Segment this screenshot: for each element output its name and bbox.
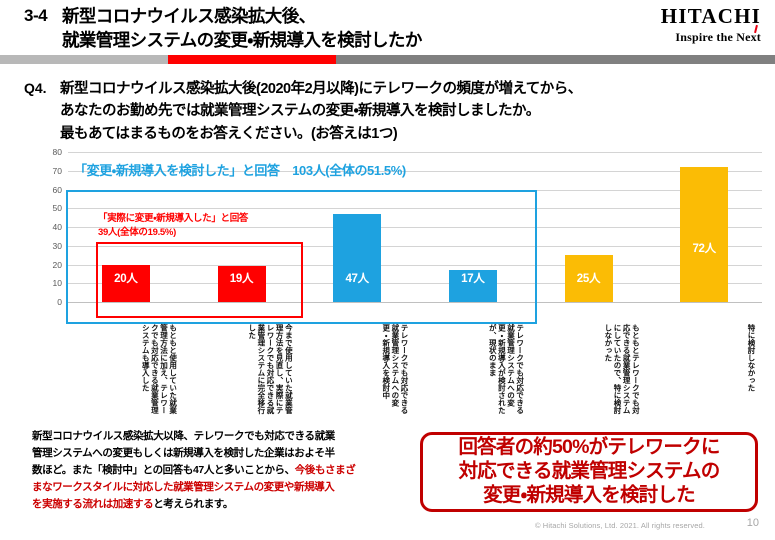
slide-header: 3-4 新型コロナウイルス感染拡大後、 就業管理システムの変更・新規導入を検討し… (0, 0, 775, 52)
chart-y-tick-label: 60 (52, 184, 62, 195)
chart-y-tick-label: 20 (52, 259, 62, 270)
brand-name: HITACHI (660, 4, 761, 28)
actually-changed-annotation: 「実際に変更・新規導入した」と回答 39人(全体の19.5%) (98, 212, 248, 241)
chart-y-tick-label: 50 (52, 203, 62, 214)
summary-line-5-highlight: を実施する流れは加速する (32, 498, 154, 510)
page-title-line-1: 新型コロナウイルス感染拡大後、 (62, 6, 316, 26)
chart-gridline (68, 208, 762, 210)
summary-line-1: 新型コロナウイルス感染拡大以降、テレワークでも対応できる就業 (32, 430, 335, 442)
divider-segment-light (0, 55, 168, 64)
chart-gridline (68, 227, 762, 228)
chart-bar: 47人 (333, 213, 382, 302)
chart-bar: 20人 (101, 264, 150, 302)
brand-logo: HITACHI Inspire the Next (661, 6, 761, 45)
question-block: Q4. 新型コロナウイルス感染拡大後(2020年2月以降)にテレワークの頻度が増… (24, 78, 754, 145)
chart-gridline (68, 170, 762, 172)
conclusion-line-3: 変更・新規導入を検討した (483, 483, 695, 506)
footer-page-number: 10 (746, 517, 759, 529)
chart-y-tick-label: 10 (52, 278, 62, 289)
conclusion-line-2: 対応できる就業管理システムの (458, 460, 721, 483)
chart-bar: 25人 (564, 255, 613, 302)
footer-copyright: © Hitachi Solutions, Ltd. 2021. All righ… (535, 521, 705, 530)
chart-x-category-label: テレワークでも対応できる就業管理システムへの変更・新規導入を検討中 (381, 324, 409, 414)
chart-y-tick-label: 80 (52, 147, 62, 157)
considered-group-callout-box (66, 189, 537, 324)
question-text: 新型コロナウイルス感染拡大後(2020年2月以降)にテレワークの頻度が増えてから… (60, 78, 754, 145)
chart-gridline (68, 283, 762, 285)
summary-text: 新型コロナウイルス感染拡大以降、テレワークでも対応できる就業 管理システムへの変… (32, 428, 414, 513)
divider-segment-red (168, 55, 336, 64)
chart-bar-value-label: 47人 (345, 273, 369, 285)
chart-x-category-label: 今まで使用していた就業管理方法を見直し、実際にテレワークでも対応できる就業管理シ… (247, 324, 294, 414)
chart-y-tick-label: 70 (52, 165, 62, 176)
summary-line-3-highlight: 今後もさまざ (294, 464, 356, 476)
question-line-3: 最もあてはまるものをお答えください。(お答えは1つ) (60, 125, 398, 142)
survey-bar-chart: 0 10 20 30 40 50 60 70 80 20人 19人 47人 17人 25人 72人 「変更・新… (38, 146, 762, 326)
conclusion-line-1: 回答者の約50%がテレワークに (458, 436, 720, 459)
chart-x-category-label: 特に検討しなかった (746, 324, 756, 392)
chart-y-tick-label: 0 (57, 297, 62, 307)
summary-line-4: まなワークスタイルに対応した就業管理システムの変更や新規導入 (32, 481, 335, 493)
chart-bar-value-label: 19人 (229, 273, 254, 285)
chart-bar-value-label: 17人 (461, 273, 485, 285)
chart-bar: 72人 (680, 167, 729, 302)
chart-bar-value-label: 20人 (114, 273, 138, 285)
question-line-1: 新型コロナウイルス感染拡大後(2020年2月以降)にテレワークの頻度が増えてから… (60, 81, 582, 97)
chart-x-category-label: もともとテレワークでも対応できる就業管理システムにしていたので、特に検討しなかっ… (603, 324, 641, 414)
chart-y-tick-label: 40 (52, 222, 62, 232)
chart-gridline (68, 152, 762, 153)
chart-gridline (68, 264, 762, 266)
summary-line-3: 数ほど。また「検討中」との回答も47人と多いことから、 (32, 464, 295, 476)
summary-line-5: と考えられます。 (153, 498, 233, 510)
considered-group-annotation: 「変更・新規導入を検討した」と回答 103人(全体の51.5%) (74, 162, 406, 178)
actually-changed-callout-box (96, 242, 304, 318)
slide-number: 3-4 (24, 6, 48, 25)
summary-line-2: 管理システムへの変更もしくは新規導入を検討した企業はおよそ半 (32, 447, 335, 459)
page-title: 新型コロナウイルス感染拡大後、 就業管理システムの変更・新規導入を検討したか (62, 5, 422, 52)
chart-x-axis-labels: もともと使用していた就業管理方法に加え、テレワークでも対応できる就業管理システム… (68, 324, 768, 424)
page-title-line-2: 就業管理システムの変更・新規導入を検討したか (62, 29, 422, 50)
chart-bar: 19人 (217, 266, 266, 302)
chart-x-category-label: もともと使用していた就業管理方法に加え、テレワークでも対応できる就業管理システム… (141, 324, 178, 414)
chart-y-tick-label: 30 (52, 240, 62, 251)
chart-bar-value-label: 72人 (692, 243, 716, 255)
brand-tagline: Inspire the Next (661, 24, 761, 45)
chart-gridline (68, 302, 762, 303)
chart-bar: 17人 (448, 270, 497, 302)
chart-x-category-label: テレワークでも対応できる就業管理システムへの変更・新規導入が検討されたが、現状の… (488, 324, 525, 414)
brand-tagline-text: Inspire the Next (675, 30, 761, 44)
divider-segment-dark (336, 55, 775, 64)
question-line-2: あなたのお勤め先では就業管理システムの変更・新規導入を検討しましたか。 (60, 103, 540, 120)
chart-gridline (68, 245, 762, 247)
chart-plot-area: 0 10 20 30 40 50 60 70 80 20人 19人 47人 17人 25人 72人 「変更・新… (53, 147, 762, 324)
actually-changed-annotation-line-2: 39人(全体の19.5%) (98, 227, 176, 239)
conclusion-callout: 回答者の約50%がテレワークに 対応できる就業管理システムの 変更・新規導入を検… (420, 432, 758, 512)
question-label: Q4. (24, 80, 47, 96)
actually-changed-annotation-line-1: 「実際に変更・新規導入した」と回答 (98, 213, 249, 224)
chart-bar-value-label: 25人 (576, 273, 601, 285)
